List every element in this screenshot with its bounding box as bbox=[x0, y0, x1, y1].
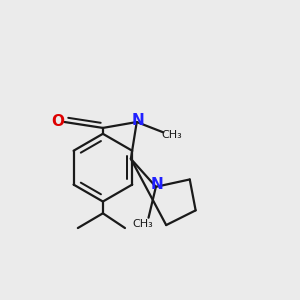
Text: N: N bbox=[132, 113, 145, 128]
Text: N: N bbox=[151, 177, 164, 192]
Text: CH₃: CH₃ bbox=[162, 130, 182, 140]
Text: O: O bbox=[52, 114, 64, 129]
Text: CH₃: CH₃ bbox=[133, 219, 154, 229]
